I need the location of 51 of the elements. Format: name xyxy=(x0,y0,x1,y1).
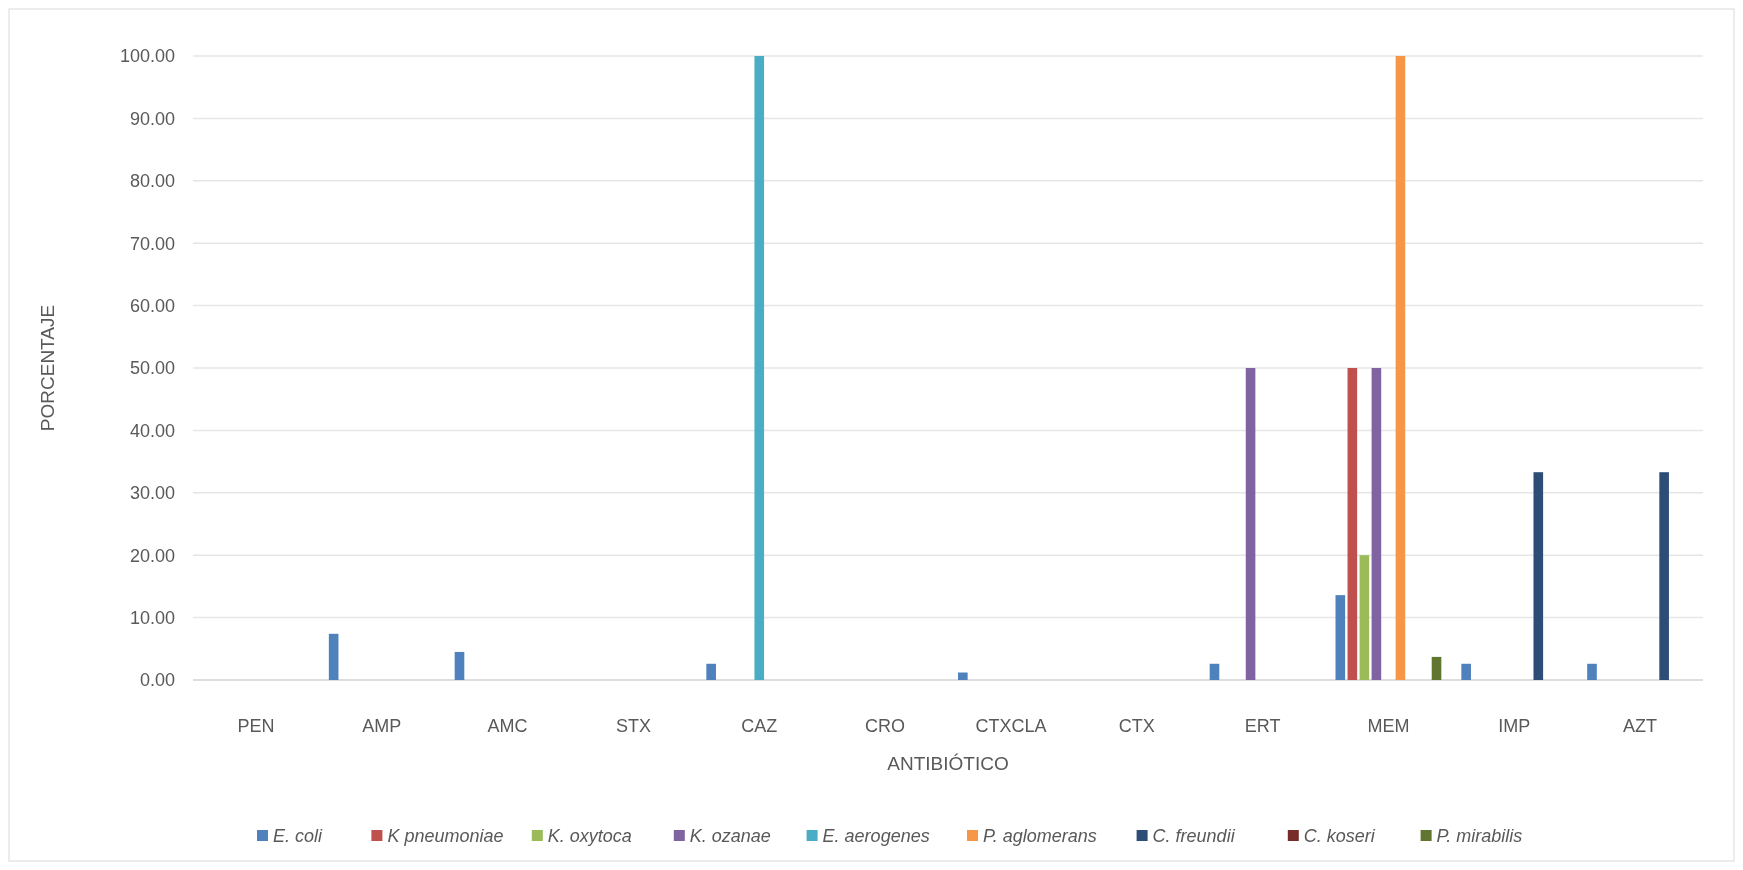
bar xyxy=(706,663,716,680)
x-tick-label: IMP xyxy=(1498,716,1531,736)
x-tick-label: PEN xyxy=(237,716,275,736)
bar xyxy=(1395,56,1406,680)
y-tick-label: 100.00 xyxy=(119,46,175,67)
bar xyxy=(1431,656,1442,680)
legend-label: P. mirabilis xyxy=(1436,826,1523,847)
x-tick-label: CTX xyxy=(1118,716,1155,736)
bar xyxy=(1359,555,1370,680)
y-axis-title: PORCENTAJE xyxy=(37,304,58,432)
bar xyxy=(1209,663,1220,680)
legend-label: C. koseri xyxy=(1303,826,1376,847)
y-tick-label: 0.00 xyxy=(139,670,175,691)
bar xyxy=(958,672,968,680)
y-tick-label: 50.00 xyxy=(129,358,175,379)
y-tick-label: 60.00 xyxy=(129,295,175,316)
legend-label: E. aerogenes xyxy=(822,826,930,847)
bar xyxy=(754,56,765,680)
legend-label: P. aglomerans xyxy=(983,826,1097,847)
bar xyxy=(1659,472,1669,680)
y-tick-label: 30.00 xyxy=(129,483,175,504)
bar xyxy=(1347,368,1358,680)
bar xyxy=(1371,368,1382,680)
x-tick-label: AMC xyxy=(487,716,528,736)
bar xyxy=(1461,663,1471,680)
y-tick-label: 40.00 xyxy=(129,420,175,441)
legend-label: K pneumoniae xyxy=(387,826,504,847)
bar xyxy=(1587,663,1597,680)
bar xyxy=(1245,368,1256,680)
y-tick-label: 70.00 xyxy=(129,233,175,254)
legend-label: K. oxytoca xyxy=(547,826,632,847)
bar xyxy=(454,651,465,680)
x-tick-label: ERT xyxy=(1244,716,1281,736)
y-tick-label: 90.00 xyxy=(129,108,175,129)
x-tick-label: CAZ xyxy=(741,716,778,736)
bar xyxy=(328,633,339,680)
x-tick-label: CRO xyxy=(865,716,906,736)
legend-label: K. ozanae xyxy=(689,826,771,847)
x-tick-label: MEM xyxy=(1367,716,1410,736)
x-tick-label: CTXCLA xyxy=(975,716,1047,736)
x-tick-label: STX xyxy=(615,716,651,736)
bar xyxy=(1335,595,1346,680)
bar xyxy=(1533,472,1544,680)
legend-label: E. coli xyxy=(273,826,324,847)
y-tick-label: 80.00 xyxy=(129,171,175,192)
y-tick-label: 20.00 xyxy=(129,545,175,566)
y-tick-label: 10.00 xyxy=(129,607,175,628)
x-tick-label: AZT xyxy=(1623,716,1658,736)
x-axis-title: ANTIBIÓTICO xyxy=(887,753,1009,774)
x-tick-label: AMP xyxy=(362,716,402,736)
legend-label: C. freundii xyxy=(1152,826,1236,847)
